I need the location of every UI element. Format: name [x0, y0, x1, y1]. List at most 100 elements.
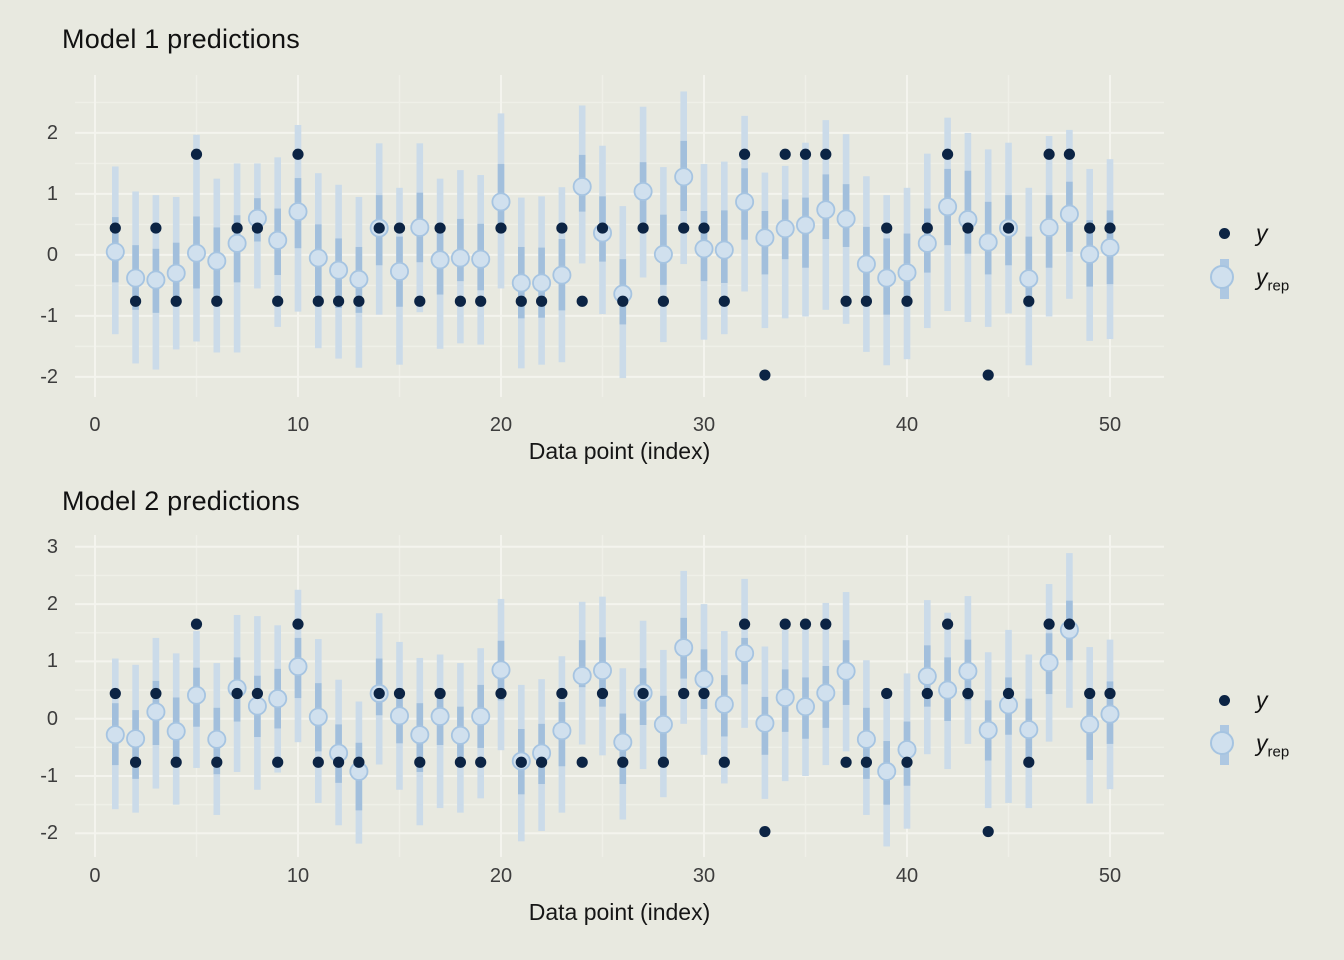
y-observed-point — [190, 148, 203, 160]
y-observed-point — [251, 687, 263, 700]
y-legend-dot-icon — [1206, 227, 1242, 239]
y-observed-point — [1084, 222, 1096, 234]
y-observed-point — [901, 295, 913, 307]
yrep-median-point — [389, 261, 409, 281]
yrep-median-point — [288, 657, 308, 677]
y-observed-point — [272, 295, 284, 307]
y-observed-point — [779, 618, 791, 630]
y-tick-label: 0 — [46, 707, 58, 730]
y-legend-dot-icon — [1206, 694, 1242, 706]
yrep-median-point — [491, 192, 511, 212]
y-observed-point — [1063, 618, 1076, 630]
y-observed-point — [332, 295, 345, 307]
yrep-median-point — [978, 720, 998, 740]
yrep-median-point — [694, 669, 714, 689]
y-observed-point — [921, 687, 933, 700]
legend-label-y: y — [1256, 686, 1268, 713]
y-observed-point — [170, 756, 182, 768]
yrep-legend-interval-icon — [1206, 723, 1242, 767]
y-observed-point — [901, 756, 913, 768]
y-tick-label: 3 — [46, 535, 58, 558]
y-observed-point — [434, 687, 446, 700]
y-observed-point — [596, 222, 609, 234]
yrep-median-point — [1080, 714, 1100, 734]
legend-label-yrep: yrep — [1256, 263, 1290, 295]
y-observed-point — [962, 222, 974, 234]
yrep-median-point — [694, 239, 714, 259]
yrep-median-point — [917, 666, 937, 686]
yrep-median-point — [308, 707, 328, 727]
yrep-median-point — [552, 721, 572, 741]
y-observed-point — [1043, 618, 1055, 630]
yrep-median-point — [633, 181, 653, 201]
y-observed-point — [840, 295, 852, 307]
yrep-median-point — [491, 660, 511, 680]
yrep-median-point — [410, 217, 430, 237]
yrep-median-point — [471, 249, 491, 269]
yrep-median-point — [471, 706, 491, 726]
y-observed-point — [129, 295, 142, 307]
y-tick-label: 2 — [46, 121, 58, 144]
y-observed-point — [535, 756, 548, 768]
y-observed-point — [576, 295, 588, 307]
yrep-median-point — [450, 725, 470, 745]
yrep-median-point — [430, 250, 450, 270]
y-observed-point — [231, 222, 243, 234]
x-tick-label: 40 — [895, 414, 919, 436]
yrep-median-point — [856, 254, 876, 274]
yrep-median-point — [329, 260, 349, 280]
y-observed-point — [982, 825, 994, 838]
y-observed-point — [860, 756, 873, 768]
panel-1-legend-item-yrep: yrep — [1206, 257, 1344, 301]
y-observed-point — [820, 618, 832, 630]
x-tick-label: 20 — [489, 414, 513, 436]
y-observed-point — [292, 618, 304, 630]
y-observed-point — [982, 369, 994, 381]
yrep-median-point — [288, 202, 308, 222]
y-observed-point — [596, 687, 609, 700]
y-observed-point — [657, 295, 669, 307]
y-observed-point — [272, 756, 284, 768]
y-observed-point — [556, 687, 568, 700]
yrep-median-point — [166, 721, 186, 741]
y-observed-point — [1084, 687, 1096, 700]
y-observed-point — [515, 756, 527, 768]
yrep-median-point — [592, 661, 612, 681]
yrep-median-point — [308, 248, 328, 268]
yrep-median-point — [207, 729, 227, 749]
yrep-median-point — [816, 683, 836, 703]
yrep-median-point — [1039, 217, 1059, 237]
y-observed-point — [1104, 222, 1116, 234]
y-observed-point — [414, 295, 426, 307]
y-observed-point — [393, 222, 406, 234]
yrep-median-point — [1059, 204, 1079, 224]
y-observed-point — [799, 148, 812, 160]
yrep-median-point — [958, 661, 978, 681]
y-observed-point — [718, 295, 730, 307]
legend-label-y: y — [1256, 219, 1268, 246]
y-observed-point — [1002, 222, 1015, 234]
y-observed-point — [657, 756, 669, 768]
x-tick-label: 10 — [286, 414, 310, 436]
y-observed-point — [535, 295, 548, 307]
y-observed-point — [799, 618, 812, 630]
yrep-median-point — [816, 200, 836, 220]
y-observed-point — [454, 295, 466, 307]
y-observed-point — [617, 295, 629, 307]
yrep-median-point — [653, 244, 673, 264]
panel-2-legend-item-y: y — [1206, 684, 1344, 716]
y-observed-point — [353, 295, 365, 307]
yrep-legend-interval-icon — [1206, 257, 1242, 301]
y-observed-point — [150, 222, 162, 234]
y-tick-label: -2 — [40, 822, 58, 845]
yrep-median-point — [795, 697, 815, 717]
y-observed-point — [678, 222, 690, 234]
yrep-median-point — [1100, 238, 1120, 258]
y-observed-point — [373, 222, 385, 234]
y-observed-point — [942, 618, 954, 630]
y-observed-point — [292, 148, 304, 160]
y-observed-point — [129, 756, 142, 768]
yrep-median-point — [613, 732, 633, 752]
x-tick-label: 30 — [692, 865, 716, 887]
x-tick-label: 20 — [489, 865, 513, 887]
